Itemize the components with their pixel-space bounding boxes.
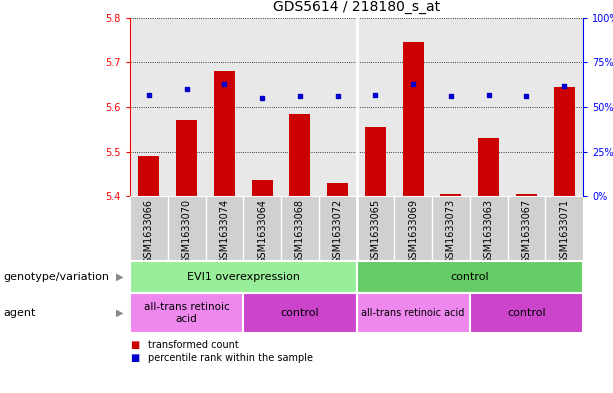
Text: GSM1633071: GSM1633071 [559, 199, 569, 264]
Text: GSM1633074: GSM1633074 [219, 199, 229, 264]
Text: ■: ■ [130, 340, 139, 350]
Text: control: control [507, 308, 546, 318]
Text: GSM1633068: GSM1633068 [295, 199, 305, 264]
Bar [554, 87, 574, 196]
Text: transformed count: transformed count [148, 340, 239, 350]
Bar [130, 261, 357, 293]
Text: EVI1 overexpression: EVI1 overexpression [187, 272, 300, 282]
Text: genotype/variation: genotype/variation [3, 272, 109, 282]
Text: ▶: ▶ [116, 272, 124, 282]
Text: GSM1633066: GSM1633066 [144, 199, 154, 264]
Bar [357, 293, 470, 333]
Text: percentile rank within the sample: percentile rank within the sample [148, 353, 313, 363]
Text: all-trans retinoic acid: all-trans retinoic acid [362, 308, 465, 318]
Bar [516, 194, 537, 196]
Text: GSM1633064: GSM1633064 [257, 199, 267, 264]
Text: GSM1633065: GSM1633065 [370, 199, 381, 264]
Bar [441, 194, 461, 196]
Bar [470, 293, 583, 333]
Text: GSM1633069: GSM1633069 [408, 199, 418, 264]
Bar [289, 114, 310, 196]
Title: GDS5614 / 218180_s_at: GDS5614 / 218180_s_at [273, 0, 440, 14]
Text: GSM1633063: GSM1633063 [484, 199, 493, 264]
Bar [139, 156, 159, 196]
Text: agent: agent [3, 308, 36, 318]
Bar [130, 293, 243, 333]
Text: GSM1633073: GSM1633073 [446, 199, 456, 264]
Bar [478, 138, 499, 196]
Bar [252, 180, 273, 196]
Text: control: control [451, 272, 489, 282]
Text: GSM1633067: GSM1633067 [522, 199, 531, 264]
Bar [357, 261, 583, 293]
Text: GSM1633072: GSM1633072 [333, 199, 343, 264]
Text: ■: ■ [130, 353, 139, 363]
Bar [365, 127, 386, 196]
Bar [214, 72, 235, 196]
Text: all-trans retinoic
acid: all-trans retinoic acid [144, 302, 229, 324]
Bar [177, 120, 197, 196]
Text: ▶: ▶ [116, 308, 124, 318]
Text: control: control [281, 308, 319, 318]
Bar [327, 183, 348, 196]
Bar [403, 42, 424, 196]
Bar [243, 293, 357, 333]
Text: GSM1633070: GSM1633070 [181, 199, 192, 264]
